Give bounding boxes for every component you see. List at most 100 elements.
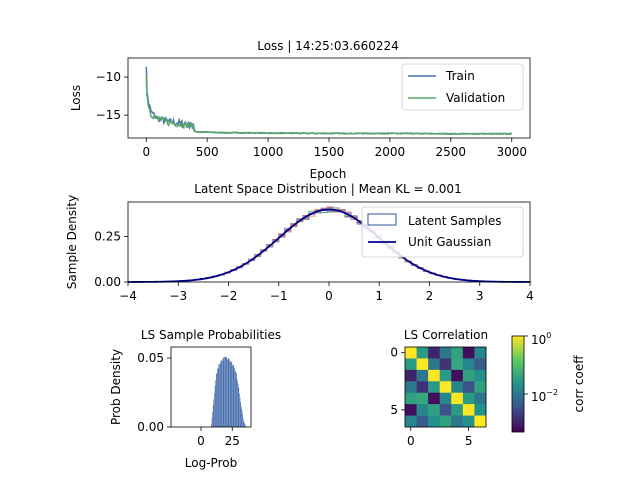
logprob-bar xyxy=(227,360,228,427)
latent-xtick-label: 4 xyxy=(526,289,534,303)
logprob-bar xyxy=(232,365,233,427)
logprob-bar xyxy=(226,357,227,427)
correlation-cell xyxy=(439,358,452,371)
correlation-cell xyxy=(462,347,475,359)
loss-xtick-label: 500 xyxy=(196,145,219,159)
correlation-cell xyxy=(474,358,487,371)
logprob-bar xyxy=(231,360,232,427)
correlation-cell xyxy=(474,347,487,359)
loss-xtick-label: 2500 xyxy=(436,145,467,159)
correlation-cell xyxy=(439,369,452,382)
colorbar-label: corr coeff xyxy=(572,355,586,413)
logprob-bar xyxy=(219,364,220,427)
correlation-cell xyxy=(405,358,417,371)
logprob-bar xyxy=(241,406,242,427)
logprob-bar xyxy=(224,356,226,427)
correlation-cell xyxy=(439,404,452,416)
loss-ytick-label: −10 xyxy=(96,70,121,84)
logprob-bar xyxy=(244,424,246,427)
colorbar-tick-label-mid: 10−2 xyxy=(531,388,558,404)
unit-gaussian-line xyxy=(127,208,531,283)
correlation-cell xyxy=(416,369,429,382)
correlation-cell xyxy=(451,381,464,394)
logprob-bar xyxy=(238,387,240,427)
correlation-cell xyxy=(416,358,429,371)
loss-ytick-label: −15 xyxy=(96,108,121,122)
logprob-bar xyxy=(236,373,237,427)
correlation-cell xyxy=(416,347,429,359)
logprob-bar xyxy=(219,363,221,427)
correlation-cell xyxy=(474,392,487,405)
latent-xtick-label: −4 xyxy=(119,289,137,303)
legend-latent-samples-label: Latent Samples xyxy=(408,214,502,228)
loss-legend: Train Validation xyxy=(401,63,524,111)
logprob-bar xyxy=(217,368,219,427)
latent-xtick-label: 0 xyxy=(325,289,333,303)
correlation-cell xyxy=(439,347,452,359)
latent-panel: Latent Space Distribution | Mean KL = 0.… xyxy=(65,182,534,303)
correlation-cell xyxy=(428,392,441,405)
logprob-xtick-label: 25 xyxy=(225,434,240,448)
correlation-cell xyxy=(451,358,464,371)
loss-xtick-label: 1500 xyxy=(314,145,345,159)
correlation-cell xyxy=(451,404,464,416)
logprob-bar xyxy=(229,361,231,427)
colorbar-tick-label-top: 100 xyxy=(531,331,551,347)
correlation-cell xyxy=(462,358,475,371)
correlation-panel: LS Correlation 0 5 0 5 100 10−2 corr coeff xyxy=(390,328,586,448)
loss-xtick-label: 3000 xyxy=(496,145,527,159)
logprob-bar xyxy=(240,402,241,427)
latent-xtick-label: −3 xyxy=(169,289,187,303)
logprob-bar xyxy=(229,359,230,427)
legend-validation-label: Validation xyxy=(446,91,505,105)
logprob-bar xyxy=(244,422,245,427)
latent-ytick-label: 0.25 xyxy=(94,230,121,244)
correlation-cell xyxy=(416,404,429,416)
correlation-cell xyxy=(451,347,464,359)
logprob-bar xyxy=(228,357,230,427)
logprob-bar xyxy=(213,399,215,427)
logprob-bar xyxy=(234,371,236,427)
correlation-cell xyxy=(462,415,475,428)
latent-xtick-label: −1 xyxy=(270,289,288,303)
logprob-bar xyxy=(242,417,244,427)
correlation-cell xyxy=(405,347,417,359)
correlation-xtick-label: 5 xyxy=(465,434,473,448)
logprob-bar xyxy=(222,357,224,427)
correlation-title: LS Correlation xyxy=(404,328,488,342)
correlation-cell xyxy=(462,369,475,382)
correlation-ytick-label: 5 xyxy=(390,403,398,417)
logprob-bar xyxy=(243,421,245,427)
logprob-bar xyxy=(211,417,213,427)
logprob-bar xyxy=(230,362,231,427)
correlation-cell xyxy=(474,381,487,394)
latent-marks xyxy=(127,206,533,283)
loss-xtick-label: 0 xyxy=(142,145,150,159)
correlation-cell xyxy=(428,404,441,416)
logprob-bar xyxy=(212,412,213,427)
correlation-cell xyxy=(405,369,417,382)
correlation-ytick-label: 0 xyxy=(390,346,398,360)
logprob-bar xyxy=(237,380,238,427)
logprob-bar xyxy=(241,409,243,427)
logprob-bar xyxy=(239,397,241,427)
logprob-bar xyxy=(222,361,223,427)
logprob-bar xyxy=(211,424,212,427)
correlation-cell xyxy=(416,381,429,394)
logprob-bar xyxy=(221,360,222,427)
logprob-xtick-label: 0 xyxy=(197,434,205,448)
legend-unit-gaussian-label: Unit Gaussian xyxy=(408,235,491,249)
correlation-cell xyxy=(405,381,417,394)
logprob-bar xyxy=(237,383,239,427)
logprob-bar xyxy=(245,425,246,427)
correlation-cell xyxy=(462,404,475,416)
loss-ylabel: Loss xyxy=(69,85,83,111)
correlation-cell xyxy=(428,381,441,394)
logprob-ylabel: Prob Density xyxy=(109,349,123,425)
correlation-cell xyxy=(462,381,475,394)
logprob-bar xyxy=(217,368,218,427)
loss-xtick-label: 2000 xyxy=(375,145,406,159)
logprob-bar xyxy=(212,405,214,427)
logprob-bar xyxy=(214,393,215,427)
latent-xtick-label: −2 xyxy=(220,289,238,303)
